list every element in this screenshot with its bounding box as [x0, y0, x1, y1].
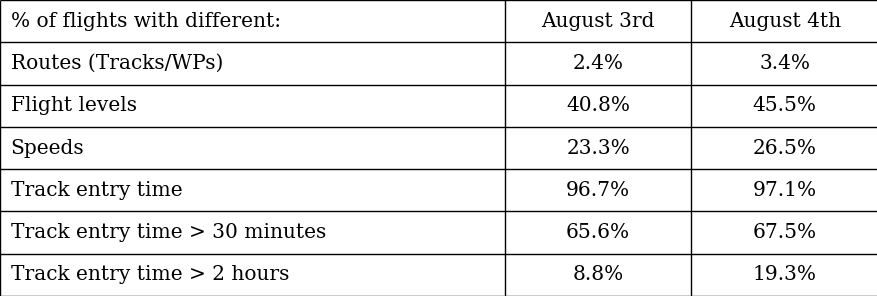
Text: 40.8%: 40.8% [566, 96, 630, 115]
Text: 26.5%: 26.5% [752, 139, 816, 157]
Text: 67.5%: 67.5% [752, 223, 816, 242]
Text: Track entry time > 2 hours: Track entry time > 2 hours [11, 265, 289, 284]
Text: 97.1%: 97.1% [752, 181, 816, 200]
Text: 19.3%: 19.3% [752, 265, 816, 284]
Text: 3.4%: 3.4% [759, 54, 809, 73]
Text: 2.4%: 2.4% [572, 54, 623, 73]
Text: 23.3%: 23.3% [566, 139, 630, 157]
Text: 96.7%: 96.7% [566, 181, 630, 200]
Text: Track entry time: Track entry time [11, 181, 182, 200]
Text: August 3rd: August 3rd [541, 12, 654, 31]
Text: Flight levels: Flight levels [11, 96, 137, 115]
Text: Track entry time > 30 minutes: Track entry time > 30 minutes [11, 223, 325, 242]
Text: 8.8%: 8.8% [572, 265, 623, 284]
Text: 45.5%: 45.5% [752, 96, 816, 115]
Text: Speeds: Speeds [11, 139, 84, 157]
Text: August 4th: August 4th [728, 12, 840, 31]
Text: % of flights with different:: % of flights with different: [11, 12, 281, 31]
Text: 65.6%: 65.6% [566, 223, 630, 242]
Text: Routes (Tracks/WPs): Routes (Tracks/WPs) [11, 54, 223, 73]
